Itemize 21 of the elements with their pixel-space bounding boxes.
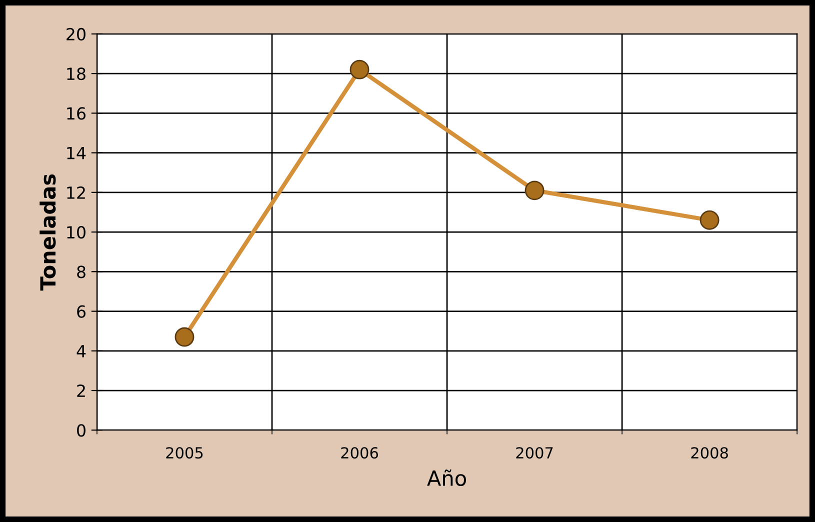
y-tick-label: 18 bbox=[67, 68, 86, 80]
y-tick-label: 10 bbox=[67, 226, 86, 239]
y-tick-label: 2 bbox=[77, 384, 85, 397]
y-tick-label: 0 bbox=[77, 424, 86, 437]
x-tick-label: 2007 bbox=[516, 447, 553, 459]
y-tick-label: 16 bbox=[67, 107, 86, 120]
x-axis-title: Año bbox=[427, 470, 466, 486]
y-tick-label: 12 bbox=[67, 186, 85, 199]
y-axis-title: Toneladas bbox=[40, 174, 56, 291]
y-tick-label: 8 bbox=[77, 266, 86, 278]
x-tick-label: 2005 bbox=[166, 447, 203, 459]
y-tick-label: 4 bbox=[76, 345, 86, 358]
y-tick-label: 14 bbox=[67, 146, 86, 160]
y-tick-label: 6 bbox=[77, 305, 86, 318]
x-tick-label: 2008 bbox=[691, 447, 728, 459]
point bbox=[524, 180, 544, 200]
point bbox=[350, 60, 370, 80]
point bbox=[174, 327, 194, 347]
x-tick-label: 2006 bbox=[341, 447, 378, 459]
y-tick-label: 20 bbox=[66, 28, 86, 40]
point bbox=[700, 210, 720, 230]
